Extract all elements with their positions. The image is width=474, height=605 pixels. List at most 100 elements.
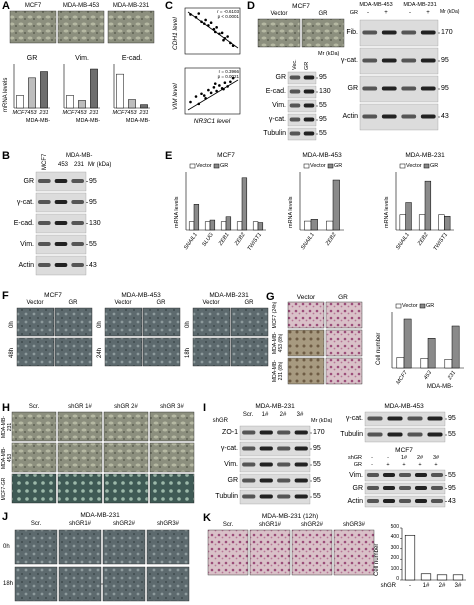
- lane-label: Scr.: [242, 412, 254, 418]
- blot-label: Vim.: [20, 240, 34, 248]
- row-label: 48h: [9, 347, 15, 358]
- micrograph: [104, 307, 143, 337]
- scatter-point: [200, 92, 203, 96]
- blot-band: [242, 446, 256, 451]
- sign: +: [426, 10, 430, 16]
- mr-label: 55: [448, 431, 456, 438]
- blot-band: [420, 86, 436, 91]
- legend-label: Vector: [406, 163, 422, 169]
- blot-band: [294, 478, 308, 483]
- scatter-point: [202, 94, 206, 97]
- lane-label: MCF7: [42, 153, 48, 170]
- blot-label: Actin: [347, 497, 363, 505]
- legend-swatch: [303, 163, 310, 169]
- micrograph: [149, 411, 195, 442]
- chart-title: GR: [26, 55, 38, 62]
- x-tick-label: MCF7: [62, 110, 78, 116]
- sign: +: [418, 462, 422, 468]
- sign: +: [402, 462, 406, 468]
- row-label: MDA-MB-453: [1, 447, 13, 469]
- mr-label: 95: [448, 484, 456, 492]
- mr-label: 55: [89, 240, 97, 248]
- micrograph: [230, 337, 269, 367]
- legend-swatch: [419, 303, 426, 309]
- bar: [424, 180, 432, 231]
- column-label: shGR3#: [156, 521, 180, 527]
- column-label: Scr.: [222, 522, 234, 528]
- blot-label: ZO-1: [222, 429, 238, 436]
- blot-band: [414, 486, 428, 490]
- panel-label: F: [2, 290, 9, 302]
- blot-band: [38, 242, 51, 246]
- micrograph: [287, 357, 325, 385]
- x-tick-label: 231: [39, 110, 49, 116]
- mr-label: 130: [319, 88, 331, 95]
- legend-label: GR: [430, 163, 439, 169]
- lane-label: 453: [58, 162, 69, 168]
- stat-label: r = -0.6103: [217, 9, 239, 14]
- mr-label: 95: [319, 74, 327, 81]
- micrograph: [142, 307, 181, 337]
- blot-label: Vim.: [224, 461, 238, 468]
- blot-band: [367, 432, 383, 437]
- panel-label: J: [2, 511, 9, 523]
- bar: [78, 100, 86, 109]
- micrograph: [103, 442, 149, 473]
- panel-label: G: [266, 291, 275, 303]
- micrograph: [57, 10, 105, 44]
- blot-band: [362, 58, 378, 63]
- scatter-point: [222, 38, 225, 42]
- blot-band: [420, 30, 436, 35]
- legend-label: Vector: [310, 163, 326, 169]
- column-label: shGR1#: [68, 521, 92, 527]
- blot-label: Fib.: [346, 29, 358, 36]
- blot-band: [381, 30, 397, 35]
- x-tick-label: 453: [77, 110, 87, 116]
- lane-label: 2#: [279, 412, 287, 418]
- scatter-point: [212, 86, 216, 89]
- panel-label: B: [2, 150, 10, 162]
- image-title: MDA-MB-231: [112, 3, 150, 9]
- sign: +: [386, 462, 390, 468]
- blot-label: Actin: [18, 261, 34, 269]
- legend-label: GR: [426, 303, 435, 309]
- mr-label: 95: [441, 85, 449, 92]
- legend-label: GR: [220, 163, 229, 169]
- row-label: 0h: [97, 321, 103, 328]
- blot-band: [407, 416, 423, 421]
- column-label: shGR1#: [258, 522, 282, 528]
- treatment-label: shGR: [212, 418, 228, 424]
- lane-label: 2#: [416, 455, 424, 461]
- cell-line: MDA-MB-453: [359, 2, 393, 8]
- scatter-point: [215, 26, 218, 29]
- blot-band: [366, 473, 380, 477]
- blot-band: [71, 263, 84, 267]
- legend-label: Vector: [196, 163, 212, 169]
- blot-band: [277, 430, 291, 435]
- micrograph: [103, 411, 149, 442]
- scatter-point: [213, 82, 217, 85]
- blot-band: [381, 58, 397, 63]
- blot-band: [54, 221, 68, 225]
- scatter-point: [204, 18, 207, 22]
- bar: [403, 318, 412, 369]
- blot-band: [362, 114, 378, 119]
- regression-line: [187, 79, 239, 111]
- chart-title: Vim.: [75, 55, 89, 62]
- scatter-point: [189, 100, 192, 104]
- blot-label: γ-cat.: [220, 445, 238, 452]
- blot-band: [430, 486, 444, 490]
- scatter-point: [197, 12, 201, 15]
- y-axis-label: mRNA levels: [3, 77, 9, 112]
- scatter-point: [231, 44, 235, 48]
- mr-label: 95: [319, 116, 327, 123]
- row-label: 0h: [3, 544, 10, 550]
- panel-label: C: [165, 0, 173, 12]
- scatter-point: [218, 32, 221, 36]
- lane-label: 1#: [400, 455, 408, 461]
- scatter-point: [207, 24, 210, 27]
- micrograph: [102, 529, 146, 565]
- treatment-label: shGR: [380, 583, 396, 589]
- image-title: Vector: [270, 11, 288, 17]
